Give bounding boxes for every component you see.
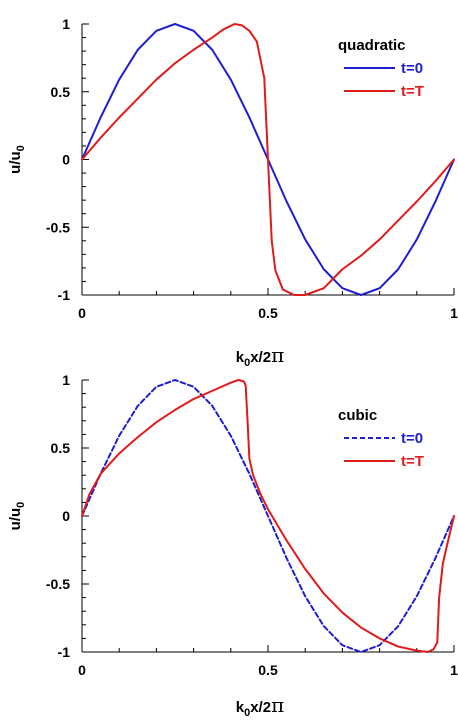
- y-tick-label: 0.5: [51, 440, 71, 456]
- y-tick-label: 0.5: [51, 84, 71, 100]
- y-tick-label: -0.5: [46, 576, 70, 592]
- x-tick-label: 1: [450, 662, 458, 678]
- x-axis-title: k0x/2π: [236, 343, 284, 369]
- y-tick-label: 0: [62, 508, 70, 524]
- x-tick-label: 1: [450, 305, 458, 321]
- y-tick-label: 1: [62, 16, 70, 32]
- x-axis-title: k0x/2π: [236, 693, 284, 719]
- legend-label: t=T: [401, 83, 424, 100]
- series-line-tT: [81, 23, 455, 296]
- legend-label: t=T: [401, 453, 424, 470]
- x-tick-label: 0.5: [258, 305, 278, 321]
- legend-title: quadratic: [338, 37, 406, 54]
- y-tick-label: -0.5: [46, 219, 70, 235]
- y-axis-title: u/u0: [7, 145, 27, 174]
- legend-label: t=0: [401, 60, 423, 77]
- y-tick-label: 1: [62, 372, 70, 388]
- y-axis-title: u/u0: [7, 502, 27, 531]
- y-tick-label: -1: [58, 644, 71, 660]
- x-tick-label: 0.5: [258, 662, 278, 678]
- x-tick-label: 0: [78, 305, 86, 321]
- legend-label: t=0: [401, 430, 423, 447]
- chart-panel-cubic: 0 0.5 1 1 0.5 0 -0.5 -1 k0x/2π u/u0 cubic t=0 t=T: [7, 372, 458, 719]
- legend-title: cubic: [338, 407, 377, 424]
- series-line-tT: [81, 379, 455, 653]
- chart-panel-quadratic: 0 0.5 1 1 0.5 0 -0.5 -1 k0x/2π u/u0 quadratic t=0 t=…: [7, 16, 458, 369]
- x-tick-label: 0: [78, 662, 86, 678]
- y-tick-label: 0: [62, 152, 70, 168]
- y-tick-label: -1: [58, 287, 71, 303]
- series-line-t0: [81, 379, 455, 653]
